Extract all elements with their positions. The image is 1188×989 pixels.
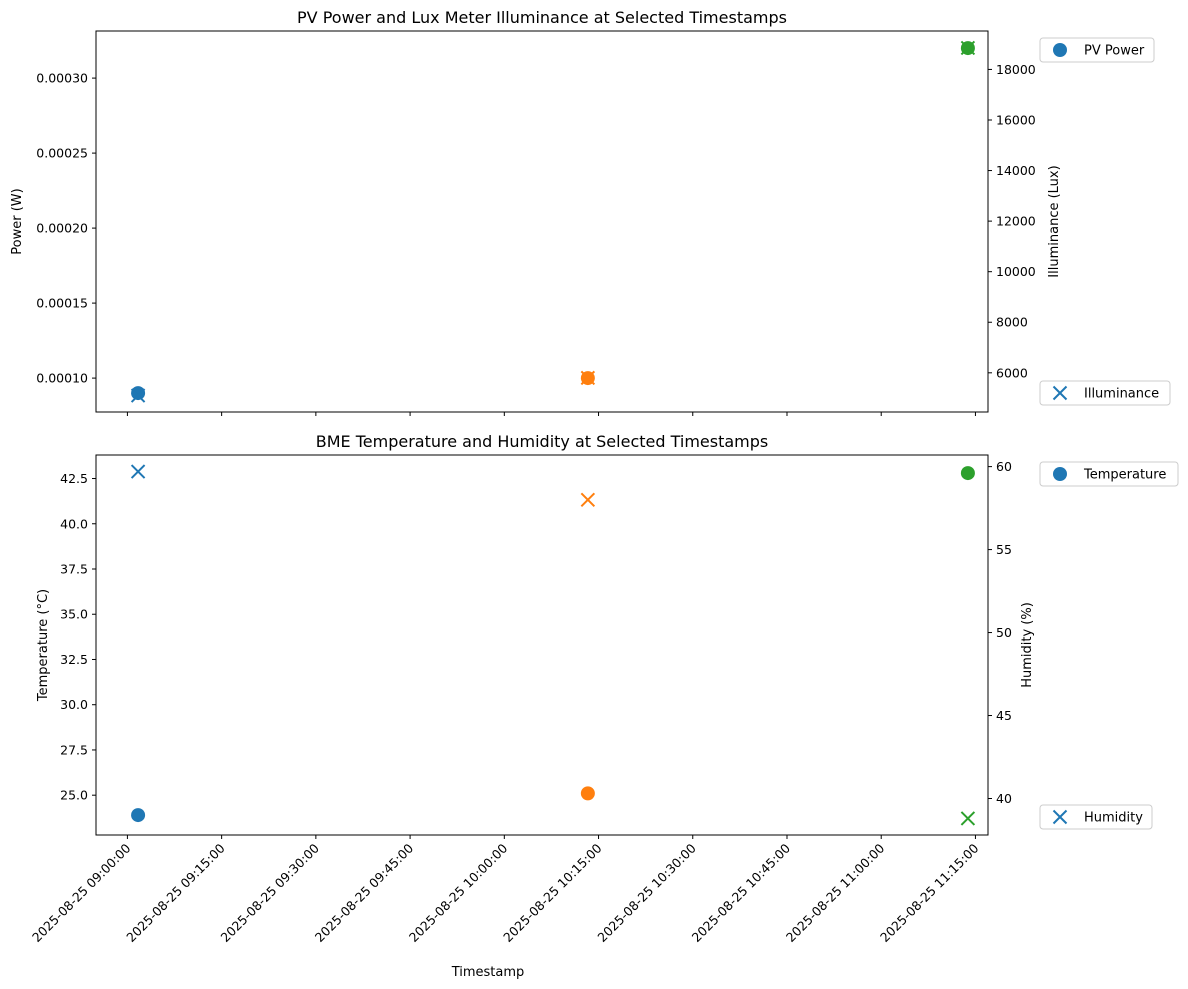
legend-box: [1039, 380, 1171, 406]
plot-frame: [95, 30, 989, 413]
legend-marker: [1053, 467, 1067, 481]
x-tick-label: 2025-08-25 10:00:00: [406, 840, 511, 945]
y-tick-label: 0.00020: [36, 221, 88, 236]
y-tick-label: 27.5: [60, 742, 88, 757]
panel-2: BME Temperature and Humidity at Selected…: [29, 432, 1179, 980]
x-axis-label: Timestamp: [451, 965, 525, 980]
data-point: [131, 808, 146, 823]
y-tick-label: 35.0: [60, 607, 88, 622]
legend-box: [1039, 461, 1179, 487]
y-tick-label: 0.00010: [36, 371, 88, 386]
legend: Temperature: [1039, 461, 1179, 487]
legend-box: [1039, 37, 1155, 63]
x-tick-label: 2025-08-25 10:15:00: [500, 840, 605, 945]
chart-title: BME Temperature and Humidity at Selected…: [316, 432, 769, 451]
data-point: [130, 464, 146, 479]
legend-label: Illuminance: [1084, 387, 1159, 402]
y-right-tick-label: 14000: [996, 163, 1036, 178]
y-axis-label: Power (W): [10, 188, 25, 254]
x-tick-label: 2025-08-25 10:45:00: [689, 840, 794, 945]
y-right-tick-label: 50: [996, 625, 1012, 640]
x-tick-label: 2025-08-25 10:30:00: [594, 840, 699, 945]
legend-label: Temperature: [1083, 468, 1166, 483]
y-tick-label: 32.5: [60, 652, 88, 667]
y-tick-label: 37.5: [60, 562, 88, 577]
legend-marker: [1052, 809, 1068, 825]
y-tick-label: 0.00025: [36, 146, 88, 161]
y-right-tick-label: 8000: [996, 315, 1028, 330]
legend-box: [1039, 804, 1153, 830]
x-tick-label: 2025-08-25 09:15:00: [123, 840, 228, 945]
legend-marker: [1052, 385, 1068, 401]
data-point: [960, 811, 976, 826]
data-point: [960, 40, 976, 56]
data-point: [580, 370, 596, 386]
y-tick-label: 0.00030: [36, 71, 88, 86]
legend: Illuminance: [1039, 380, 1171, 406]
y-tick-label: 25.0: [60, 788, 88, 803]
data-point: [131, 386, 146, 401]
y-right-tick-label: 55: [996, 542, 1012, 557]
data-point: [580, 786, 595, 801]
data-point: [580, 492, 596, 508]
y-axis-label: Temperature (°C): [36, 589, 51, 702]
x-tick-label: 2025-08-25 11:00:00: [783, 840, 888, 945]
legend-label: Humidity: [1084, 811, 1143, 826]
legend: Humidity: [1039, 804, 1153, 830]
x-tick-label: 2025-08-25 09:45:00: [312, 840, 417, 945]
y-tick-label: 30.0: [60, 697, 88, 712]
y-right-axis-label: Humidity (%): [1020, 602, 1035, 688]
y-tick-label: 0.00015: [36, 296, 88, 311]
legend-marker: [1053, 43, 1067, 57]
y-right-tick-label: 16000: [996, 112, 1036, 127]
x-tick-label: 2025-08-25 11:15:00: [877, 840, 982, 945]
legend-label: PV Power: [1084, 44, 1145, 59]
y-right-tick-label: 60: [996, 459, 1012, 474]
chart-title: PV Power and Lux Meter Illuminance at Se…: [297, 8, 787, 27]
y-right-tick-label: 40: [996, 791, 1012, 806]
y-tick-label: 42.5: [60, 471, 88, 486]
y-right-axis-label: Illuminance (Lux): [1047, 165, 1062, 277]
panel-1: PV Power and Lux Meter Illuminance at Se…: [10, 8, 1171, 416]
y-tick-label: 40.0: [60, 516, 88, 531]
data-point: [130, 388, 146, 403]
y-right-tick-label: 12000: [996, 214, 1036, 229]
x-tick-label: 2025-08-25 09:00:00: [29, 840, 134, 945]
legend: PV Power: [1039, 37, 1155, 63]
y-right-tick-label: 45: [996, 708, 1012, 723]
y-right-tick-label: 18000: [996, 62, 1036, 77]
plot-frame: [95, 454, 989, 836]
data-point: [960, 466, 975, 481]
y-right-tick-label: 6000: [996, 365, 1028, 380]
y-right-tick-label: 10000: [996, 264, 1036, 279]
x-tick-label: 2025-08-25 09:30:00: [217, 840, 322, 945]
